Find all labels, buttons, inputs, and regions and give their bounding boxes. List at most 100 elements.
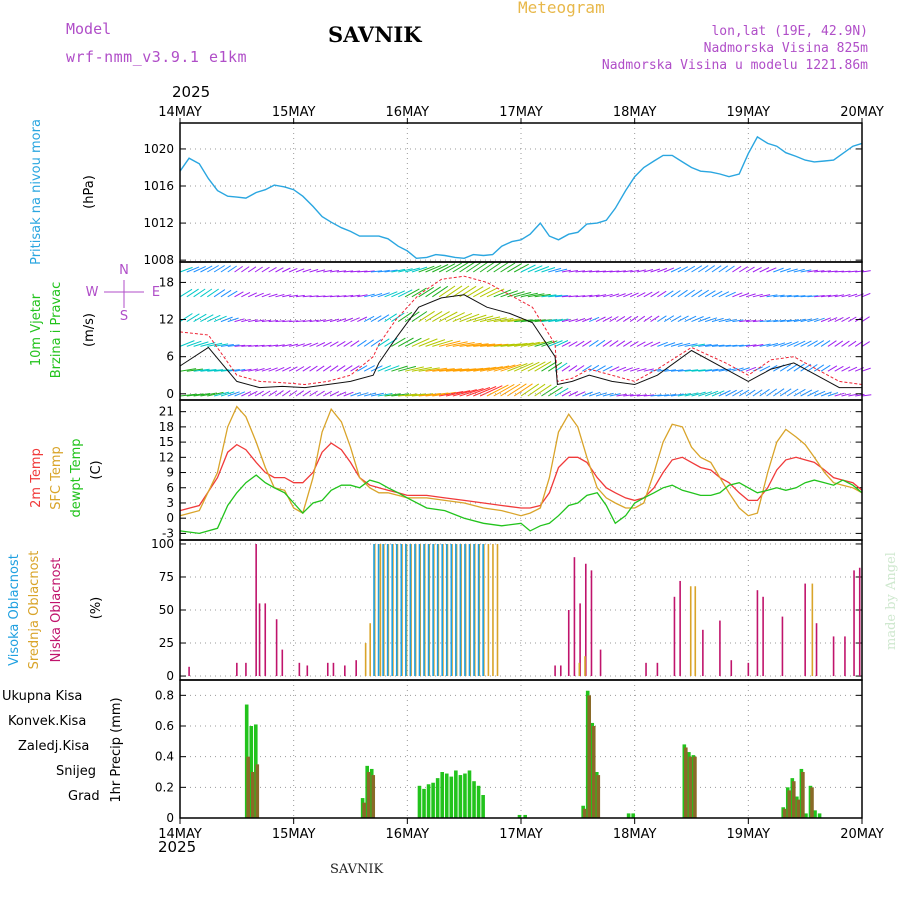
wind-arrow: [725, 344, 738, 347]
wind-arrow: [636, 315, 646, 323]
precip-bar-convective: [693, 756, 697, 818]
wind-arrow: [752, 320, 764, 323]
wind-arrow: [302, 268, 312, 273]
wind-arrow: [309, 269, 319, 273]
wind-arrow: [595, 294, 607, 298]
wind-arrow: [384, 393, 401, 397]
precip-bar-total: [817, 813, 822, 818]
wind-arrow: [861, 316, 870, 323]
wind-arrow: [432, 368, 455, 372]
wind-arrow: [575, 270, 586, 273]
precip-bar-total: [631, 813, 635, 818]
wind-arrow: [213, 315, 227, 323]
wind-arrow: [623, 340, 632, 347]
year-bottom: 2025: [158, 838, 197, 856]
wind-arrow: [486, 317, 507, 323]
pressure-line: [179, 135, 863, 260]
wind-arrow: [534, 266, 550, 273]
wind-arrow: [200, 288, 213, 298]
wind-arrow: [786, 363, 798, 372]
wind-arrow: [295, 343, 305, 347]
wind-arrow: [397, 337, 414, 347]
wind-arrow: [691, 391, 706, 397]
wind-arrow: [439, 391, 464, 397]
wind-arrow: [179, 313, 193, 323]
wind-arrow: [602, 270, 613, 273]
wind-arrow: [473, 386, 497, 397]
wind-arrow: [391, 290, 406, 298]
wind-arrow: [466, 343, 489, 347]
wind-arrow: [766, 388, 778, 397]
wind-arrow: [479, 287, 498, 298]
wind-arrow: [629, 315, 639, 323]
wind-arrow: [432, 339, 453, 347]
wind-arrow: [541, 318, 558, 323]
wind-arrow: [220, 289, 232, 298]
wind-arrow: [568, 365, 578, 372]
wind-arrow: [657, 290, 667, 298]
wind-arrow: [848, 293, 858, 298]
wind-arrow: [275, 294, 285, 298]
wind-arrow: [609, 293, 620, 298]
wind-arrow: [568, 391, 579, 397]
wind-arrow: [636, 341, 646, 347]
wind-arrow: [793, 268, 805, 273]
wind-arrow: [752, 344, 764, 347]
wind-arrow: [664, 267, 675, 273]
wind-arrow: [766, 342, 779, 347]
y-tick-label: 75: [159, 570, 174, 584]
wind-arrow: [561, 295, 572, 298]
wind-arrow: [445, 390, 471, 397]
wind-arrow: [561, 390, 571, 397]
wind-arrow: [377, 365, 392, 372]
precip-bar-total: [813, 810, 817, 818]
wind-arrow: [705, 344, 719, 347]
temp-line-2m: [179, 442, 863, 512]
wind-arrow: [377, 314, 390, 323]
wind-arrow: [234, 344, 246, 347]
wind-arrow: [357, 339, 367, 347]
wind-arrow: [295, 268, 305, 273]
y-tick-label: 25: [159, 636, 174, 650]
wind-arrow: [404, 337, 422, 347]
wind-arrow: [698, 289, 709, 298]
wind-arrow: [302, 365, 311, 372]
product-title: Meteogram: [518, 0, 605, 17]
wind-arrow: [309, 390, 318, 397]
wind-arrow: [316, 365, 325, 372]
precip-bar-convective: [250, 772, 255, 818]
wind-arrow: [500, 318, 520, 323]
wind-arrow: [609, 340, 619, 347]
wind-arrow: [500, 262, 516, 273]
wind-arrow: [445, 312, 465, 323]
wind-arrow: [200, 314, 214, 323]
wind-arrow: [527, 265, 543, 273]
wind-arrow: [398, 268, 413, 273]
wind-arrow: [663, 290, 674, 298]
precip-bar-total: [431, 782, 435, 818]
wind-arrow: [384, 365, 400, 372]
wind-arrow: [807, 390, 819, 397]
wind-arrow: [418, 338, 438, 347]
y-tick-label: 0: [166, 387, 174, 401]
wind-arrow: [670, 393, 684, 397]
wind-arrow: [548, 294, 563, 298]
x-tick-label-top: 18MAY: [613, 105, 657, 120]
wind-arrow: [254, 368, 265, 372]
wind-arrow: [766, 267, 777, 273]
wind-arrow: [425, 339, 446, 347]
wind-arrow: [664, 369, 677, 372]
wind-arrow: [473, 343, 496, 347]
wind-arrow: [302, 319, 312, 323]
precip-bar-total: [417, 785, 422, 818]
wind-arrow: [752, 266, 762, 273]
wind-arrow: [316, 342, 326, 347]
wind-arrow: [514, 291, 532, 298]
wind-arrow: [609, 393, 621, 397]
wind-arrow: [643, 269, 654, 273]
wind-arrow: [357, 316, 368, 323]
y-tick-label: 15: [159, 435, 174, 449]
wind-arrow: [363, 339, 374, 347]
pressure-axis-label: Pritisak na nivou mora: [29, 119, 44, 265]
wind-arrow: [732, 292, 743, 298]
